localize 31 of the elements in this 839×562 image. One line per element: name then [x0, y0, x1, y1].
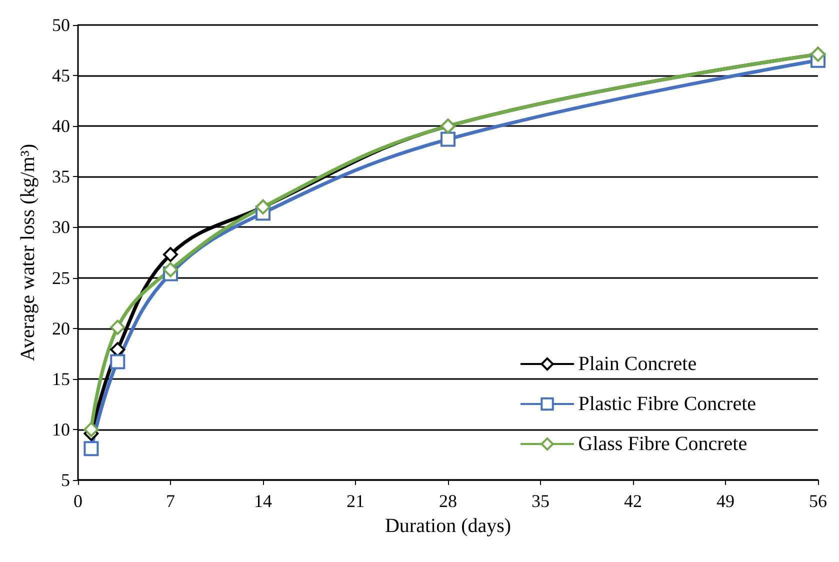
x-tick-label: 28: [439, 491, 457, 511]
y-tick-label: 10: [52, 419, 70, 440]
y-tick-label: 25: [52, 268, 70, 288]
x-tick-label: 0: [74, 491, 82, 511]
x-tick-label: 21: [346, 491, 364, 511]
y-tick-label: 5: [61, 470, 70, 490]
x-tick-label: 42: [624, 491, 642, 511]
y-tick-label: 15: [52, 368, 70, 389]
legend-label: Plastic Fibre Concrete: [578, 393, 756, 415]
y-tick-label: 20: [52, 318, 70, 338]
y-tick-label: 35: [52, 166, 70, 187]
x-tick-label: 7: [166, 491, 175, 511]
y-tick-label: 30: [52, 217, 70, 238]
point: [440, 132, 456, 147]
point: [110, 354, 126, 370]
point: [84, 441, 99, 456]
x-tick-label: 14: [254, 491, 272, 511]
point: [110, 320, 126, 335]
x-tick-label: 35: [532, 491, 550, 511]
y-tick-label: 45: [52, 66, 70, 86]
x-tick-label: 49: [716, 491, 734, 511]
y-axis-title: Average water loss (kg/m³): [17, 144, 39, 362]
point: [84, 422, 99, 437]
y-tick-label: 40: [52, 116, 70, 136]
x-axis-title: Duration (days): [384, 515, 512, 537]
x-tick-label: 56: [809, 491, 827, 511]
point: [163, 247, 178, 262]
y-tick-label: 50: [52, 15, 70, 35]
legend-label: Glass Fibre Concrete: [578, 433, 748, 455]
point: [163, 262, 178, 278]
legend-label: Plain Concrete: [578, 353, 697, 375]
